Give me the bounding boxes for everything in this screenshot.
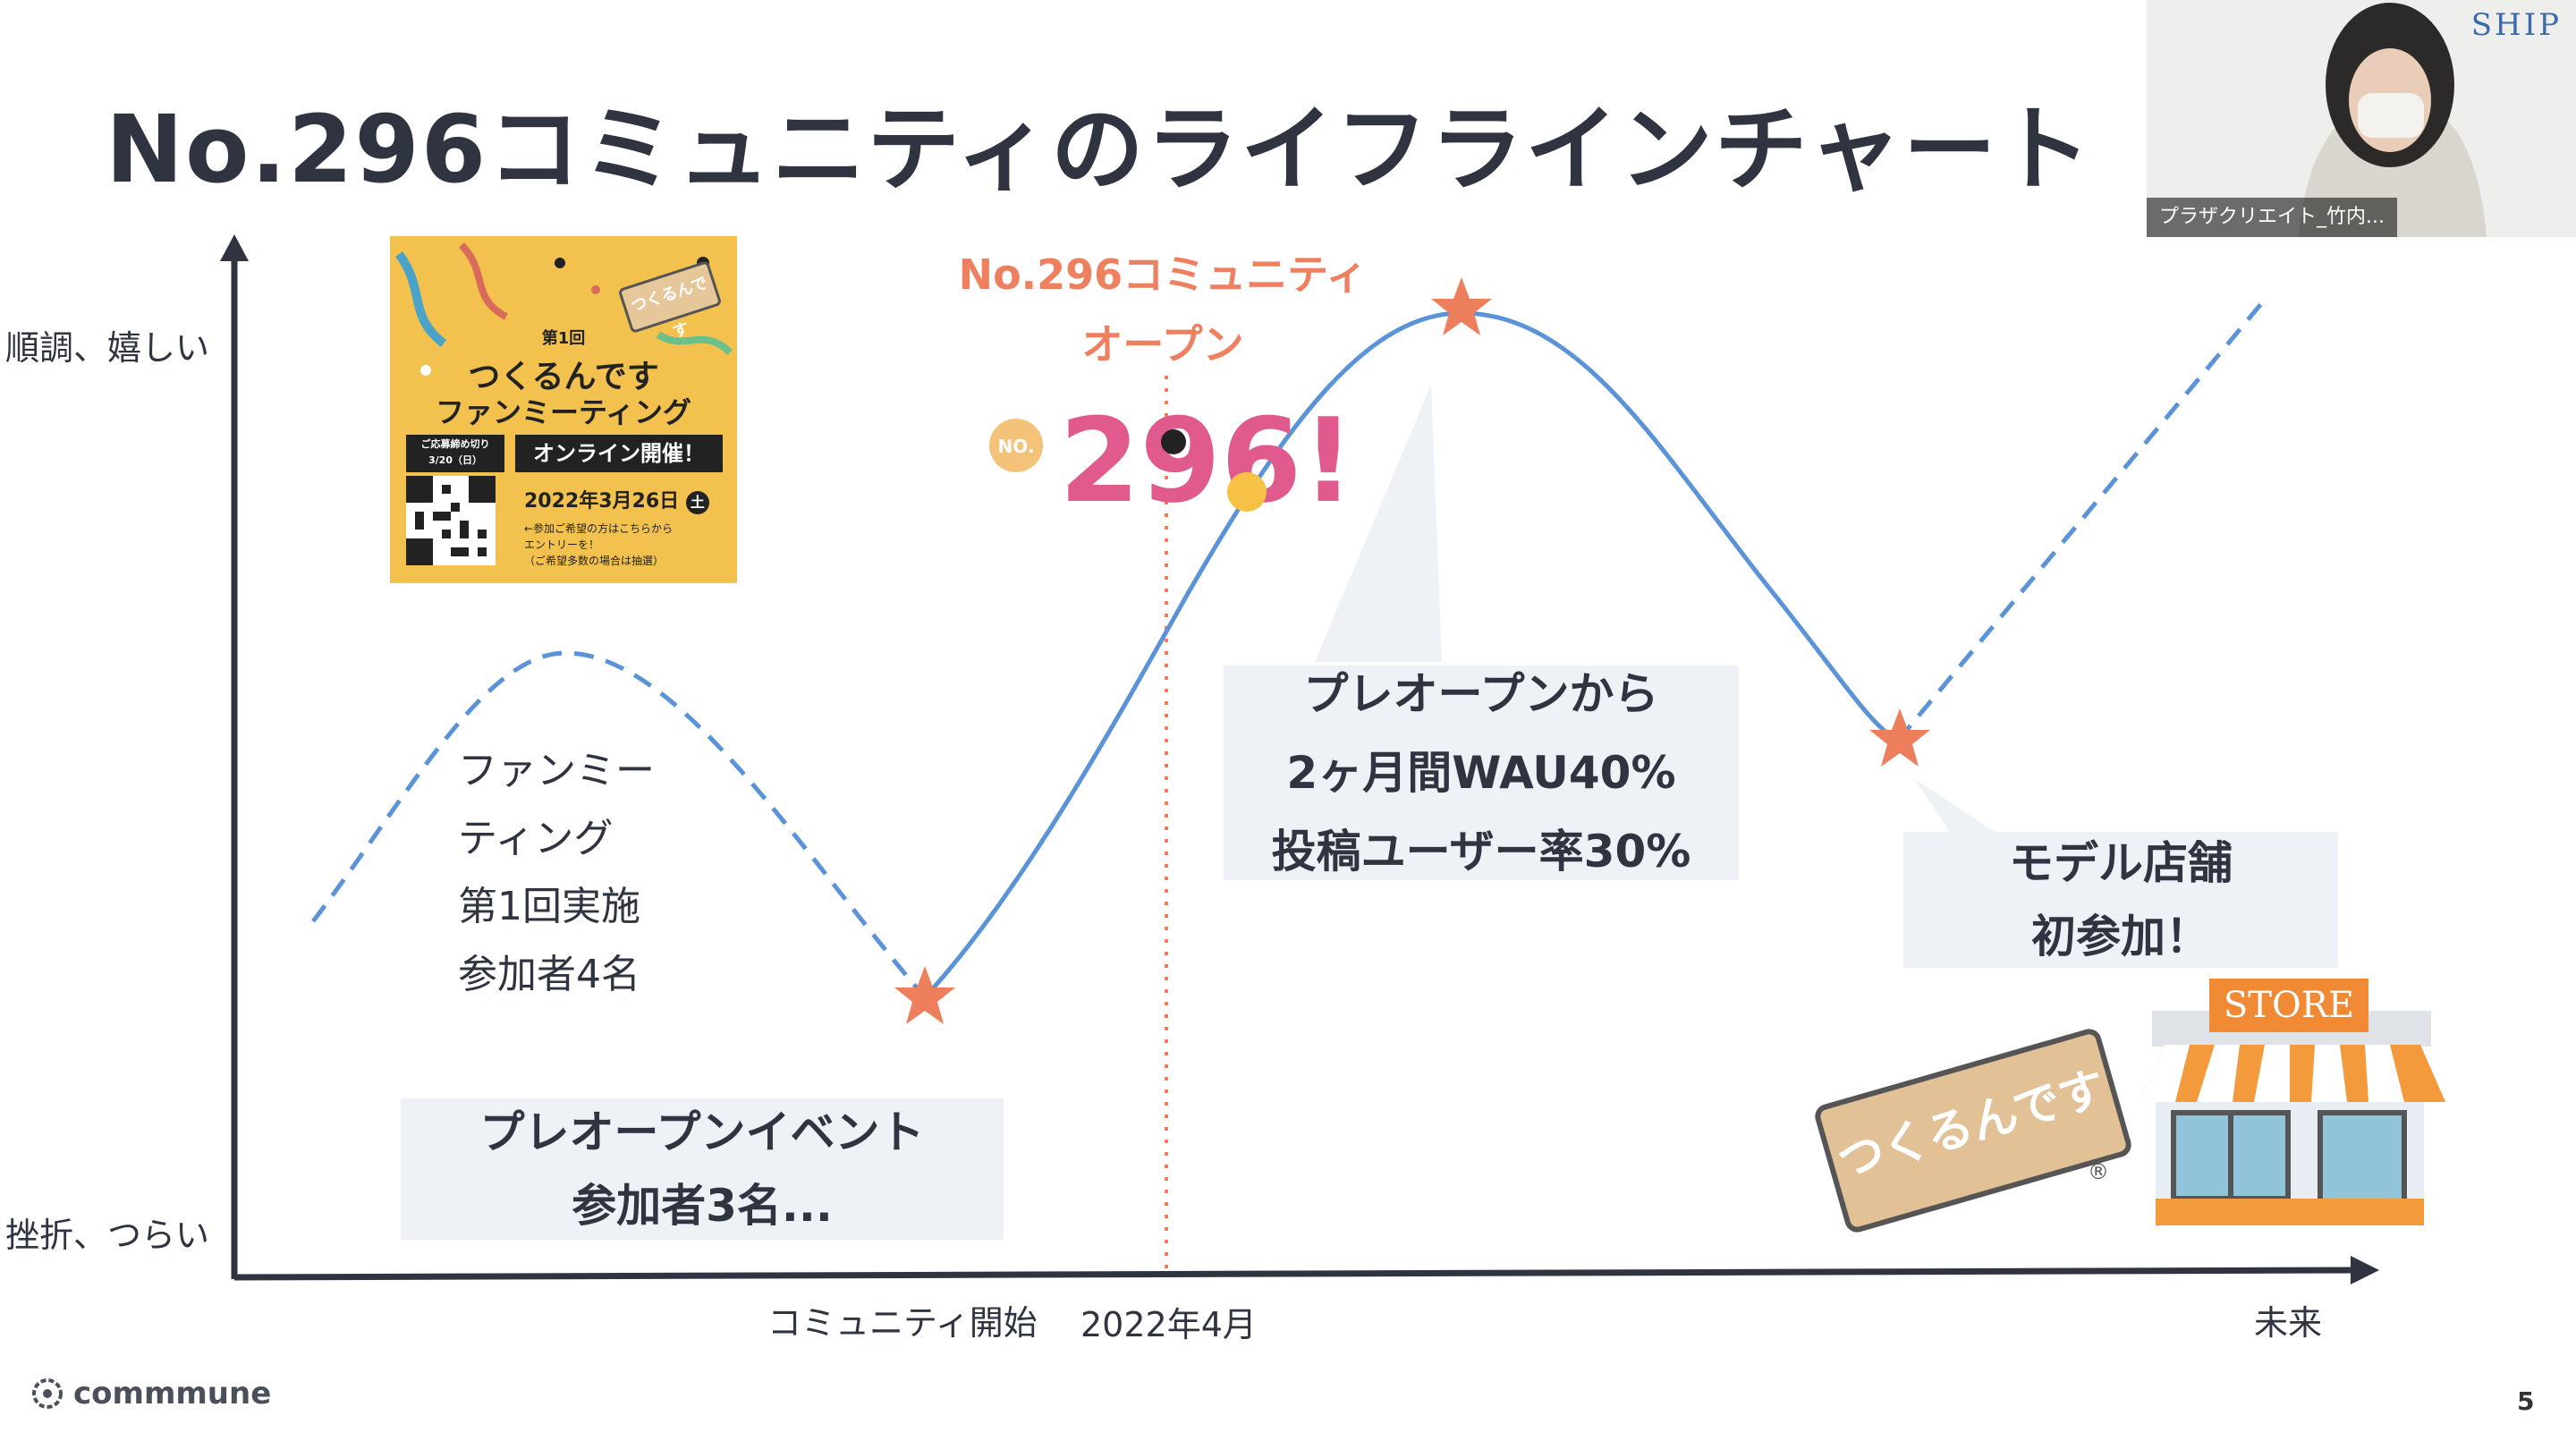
community-open-line-1: No.296コミュニティ [958, 250, 1368, 299]
fan-meeting-line-2: ティング [458, 816, 614, 861]
footer-brand-text: commmune [73, 1376, 272, 1411]
registered-mark: ® [2088, 1159, 2109, 1184]
pre-open-event-line-2: 参加者3名... [572, 1180, 833, 1232]
flyer-note: ←参加ご希望の方はこちらから エントリーを！ （ご希望多数の場合は抽選） [524, 521, 673, 569]
fan-meeting-line-4: 参加者4名 [458, 952, 640, 997]
x-axis [233, 1267, 2353, 1281]
x-axis-arrow [2351, 1256, 2379, 1284]
flyer-note-line-1: ←参加ご希望の方はこちらから [524, 522, 674, 535]
series-future [1896, 293, 2270, 742]
video-participant-tile[interactable]: SHIP プラザクリエイト_竹内... [2147, 0, 2576, 237]
participant-name: プラザクリエイト_竹内... [2147, 198, 2397, 237]
fan-meeting-line-1: ファンミー [458, 748, 655, 793]
flyer-deadline-line-2: 3/20（日） [428, 454, 482, 466]
logo-296-prefix: NO. [998, 436, 1035, 457]
flyer-date: 2022年3月26日 土 [524, 485, 709, 514]
community-open-line-2: オープン [1081, 320, 1244, 369]
pre-open-stats-box: プレオープンから 2ヶ月間WAU40% 投稿ユーザー率30% [1224, 665, 1739, 880]
y-axis-arrow [220, 234, 249, 261]
pre-open-stats-line-1: プレオープンから [1303, 668, 1659, 720]
store-illustration [2140, 1011, 2445, 1225]
flyer-qr-code [406, 476, 496, 565]
callout-pointer-dip [1914, 778, 1995, 832]
star-marker-dip [1869, 708, 1930, 767]
flyer-deadline-line-1: ご応募締め切り [420, 438, 490, 450]
y-label-bottom: 挫折、つらい [5, 1216, 210, 1255]
y-label-top: 順調、嬉しい [5, 328, 210, 368]
flyer-weekday: 土 [685, 491, 709, 514]
page-number: 5 [2517, 1386, 2535, 1416]
model-store-line-2: 初参加！ [2031, 911, 2210, 962]
pre-open-stats-line-3: 投稿ユーザー率30% [1271, 826, 1691, 877]
flyer-round: 第1回 [541, 329, 586, 348]
pre-open-event-box: プレオープンイベント 参加者3名... [401, 1098, 1004, 1240]
community-open-label: No.296コミュニティ オープン [948, 240, 1377, 379]
star-marker-peak [1431, 277, 1492, 335]
model-store-box: モデル店舗 初参加！ [1903, 832, 2338, 968]
flyer-note-line-2: エントリーを！ [524, 538, 600, 551]
flyer-deadline: ご応募締め切り 3/20（日） [406, 435, 504, 472]
pre-open-stats-line-2: 2ヶ月間WAU40% [1286, 747, 1676, 799]
flyer-date-text: 2022年3月26日 [524, 490, 680, 513]
flyer-confetti [394, 242, 733, 376]
flyer-online: オンライン開催！ [515, 435, 723, 472]
fan-meeting-note: ファンミー ティング 第1回実施 参加者4名 [458, 737, 655, 1009]
x-label-future: 未来 [2254, 1303, 2323, 1343]
callout-pointer-peak [1315, 385, 1442, 662]
x-label-start: コミュニティ開始 [767, 1303, 1038, 1343]
series-before-start [311, 650, 927, 999]
logo-296-digits: 296! [1059, 394, 1345, 528]
slide-title: No.296コミュニティのライフラインチャート [106, 95, 2093, 204]
pre-open-event-line-1: プレオープンイベント [479, 1106, 925, 1158]
logo-296: NO. 296! [989, 394, 1345, 528]
store-sign: STORE [2209, 979, 2368, 1032]
star-marker-pre-open [894, 966, 955, 1024]
fan-meeting-flyer: つくるんです 第1回 つくるんです ファンミーティング ご応募締め切り 3/20… [390, 236, 737, 583]
footer-brand: commmune [30, 1376, 271, 1411]
model-store-line-1: モデル店舗 [2009, 837, 2233, 889]
flyer-note-line-3: （ご希望多数の場合は抽選） [524, 555, 665, 567]
ship-brand: SHIP [2470, 7, 2562, 43]
commune-logo-icon [32, 1378, 63, 1409]
flyer-title-2: ファンミーティング [435, 395, 692, 429]
x-label-open: 2022年4月 [1080, 1305, 1257, 1344]
series-actual [923, 310, 1900, 999]
flyer-title-1: つくるんです [468, 359, 659, 395]
fan-meeting-line-3: 第1回実施 [458, 884, 640, 929]
